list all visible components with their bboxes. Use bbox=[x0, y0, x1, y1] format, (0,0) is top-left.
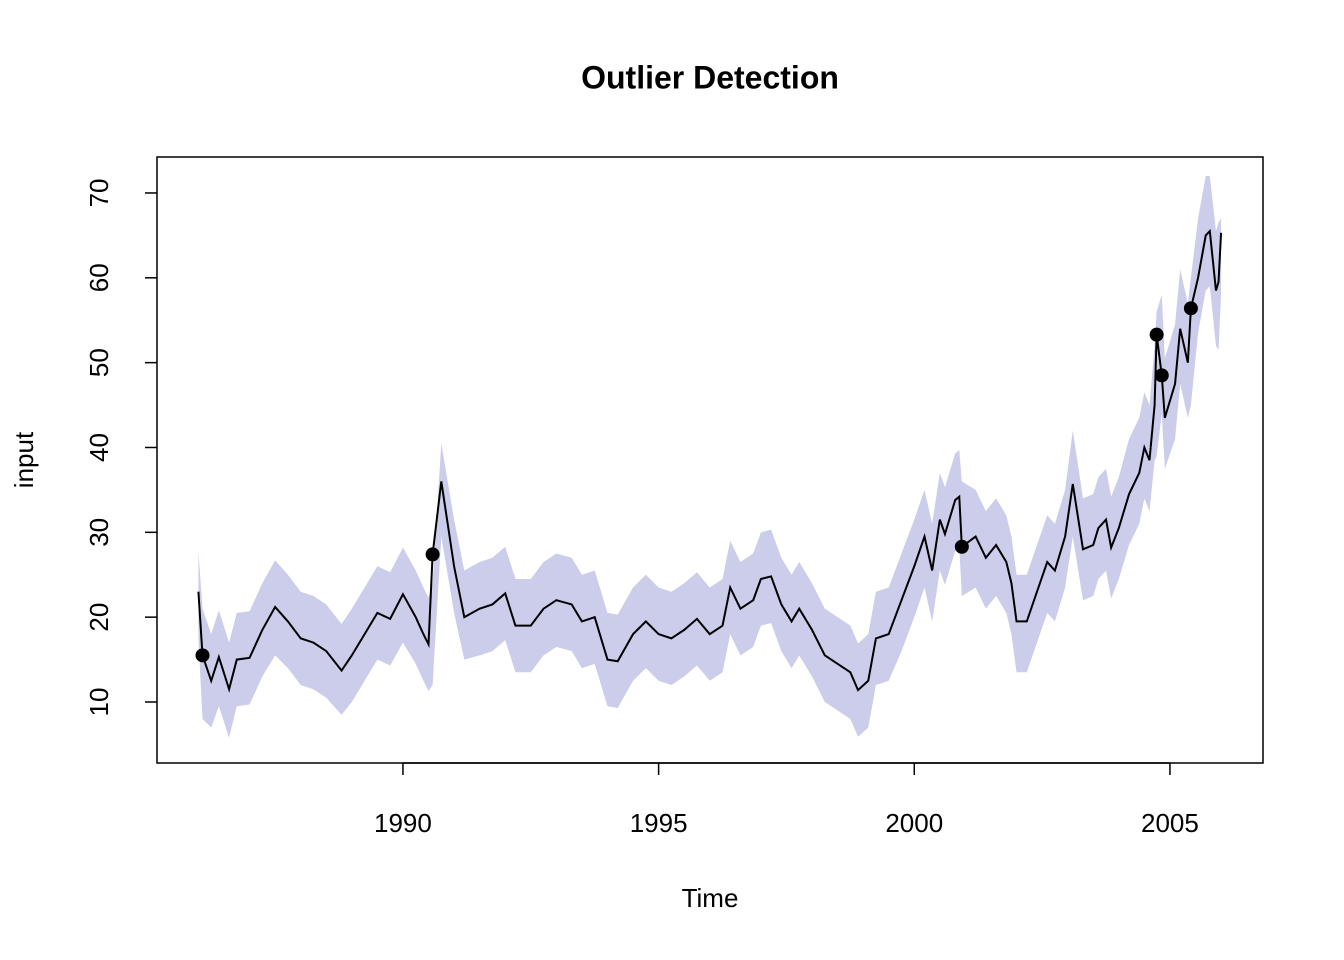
outlier-point bbox=[195, 648, 210, 663]
outlier-point bbox=[1149, 327, 1164, 342]
y-tick-label: 40 bbox=[84, 433, 114, 462]
outlier-point bbox=[1154, 368, 1169, 383]
x-tick-label: 1990 bbox=[374, 808, 432, 838]
y-tick-label: 20 bbox=[84, 603, 114, 632]
outlier-point bbox=[425, 547, 440, 562]
x-tick-label: 2000 bbox=[885, 808, 943, 838]
interval-band bbox=[198, 176, 1222, 738]
y-tick-label: 50 bbox=[84, 348, 114, 377]
x-tick-label: 2005 bbox=[1141, 808, 1199, 838]
outlier-point bbox=[954, 539, 969, 554]
y-tick-label: 10 bbox=[84, 688, 114, 717]
y-tick-label: 70 bbox=[84, 179, 114, 208]
outlier-point bbox=[1183, 301, 1198, 316]
x-axis-label: Time bbox=[682, 883, 739, 913]
y-tick-label: 30 bbox=[84, 518, 114, 547]
x-tick-label: 1995 bbox=[630, 808, 688, 838]
y-tick-label: 60 bbox=[84, 263, 114, 292]
y-axis-label: input bbox=[9, 431, 39, 488]
chart-title: Outlier Detection bbox=[581, 59, 839, 95]
series-line bbox=[197, 228, 1223, 693]
